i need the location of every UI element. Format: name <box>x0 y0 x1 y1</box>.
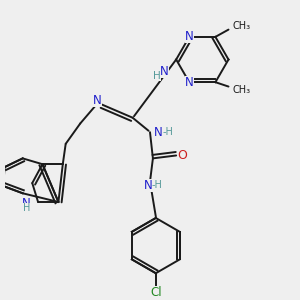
Text: N: N <box>93 94 102 107</box>
Text: CH₃: CH₃ <box>233 21 251 31</box>
Text: -H: -H <box>152 180 163 190</box>
Text: N: N <box>154 126 163 139</box>
Text: N: N <box>185 76 194 89</box>
Text: H: H <box>23 203 31 213</box>
Text: N: N <box>22 197 31 210</box>
Text: H: H <box>153 70 161 80</box>
Text: Cl: Cl <box>150 286 162 298</box>
Text: N: N <box>160 65 169 78</box>
Text: N: N <box>185 30 194 44</box>
Text: CH₃: CH₃ <box>233 85 251 95</box>
Text: O: O <box>178 149 188 162</box>
Text: -H: -H <box>162 127 173 137</box>
Text: N: N <box>144 178 153 192</box>
